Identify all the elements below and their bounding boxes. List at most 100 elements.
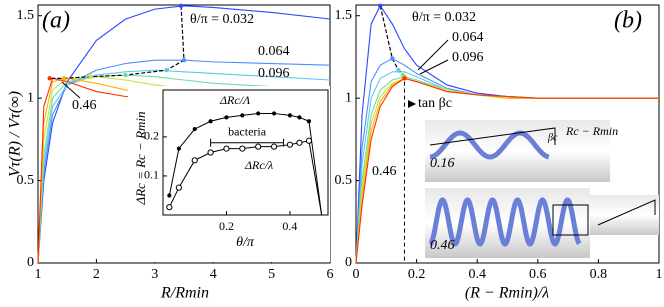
inset-marker [306,119,312,124]
annotation: 0.064 [258,44,290,59]
peak-dot [402,76,407,81]
curve [37,59,331,264]
inset-y-label: ΔRc = Rc − Rmin [133,111,148,205]
peak-dot [181,58,187,63]
x-tick-label: 0.2 [219,219,234,233]
annotation: 0.096 [452,50,484,65]
zoom-cone [597,199,656,226]
x-tick-label: 0.2 [408,267,426,282]
peak-dot [88,74,93,79]
curve [37,5,331,264]
bacteria-label: bacteria [228,124,267,138]
inset-marker [223,145,230,152]
inset-marker [224,115,229,120]
inset-marker [166,204,173,211]
leader [61,81,81,99]
curve [355,77,659,264]
y-tick-label: 0.5 [17,173,35,188]
image-bg [425,120,610,182]
helix-images: βc Rc − Rmin 0.16 0.46 [425,120,659,258]
axes-frame [162,89,329,216]
inset-marker [191,157,198,164]
series-label: ΔRc/λ [244,158,273,172]
x-axis-label: R/Rmin [160,285,209,302]
image-bg [590,195,659,235]
y-tick-label: 0 [345,255,352,270]
peak-dot [378,3,383,9]
peak-dot [178,3,184,9]
x-tick-label: 0.4 [282,219,297,233]
inset-x-label: θ/π [236,235,255,250]
series-label: ΔRc/Λ [219,93,251,107]
inset-marker [207,149,214,156]
x-tick-label: 6 [327,267,334,282]
y-tick-label: 0.5 [335,173,353,188]
inset-marker [256,111,261,116]
peak-dot [47,76,52,81]
inset-marker [167,193,172,198]
y-tick-label: 1 [27,90,34,105]
peak-dot [396,67,401,73]
annotation: θ/π = 0.032 [412,10,476,25]
panel-label: (b) [614,8,642,34]
helix [428,197,582,247]
x-tick-label: 0.4 [468,267,486,282]
x-axis-label: (R − Rmin)/λ [465,285,549,302]
zoom-box [552,204,589,236]
leader [417,39,449,71]
image-label: 0.46 [430,238,455,253]
y-tick-label: 0.2 [144,129,159,143]
inset-marker [255,143,262,150]
inset-marker [271,111,277,116]
x-tick-label: 1 [35,267,42,282]
annotation: 0.46 [372,164,397,179]
x-tick-label: 4 [210,267,217,282]
annotation: θ/π = 0.032 [190,12,254,27]
y-tick-label: 1 [345,90,352,105]
inset-marker [240,113,245,118]
inset-bg [128,86,330,262]
axes-frame [355,4,660,264]
inset-marker [270,143,278,150]
x-tick-label: 3 [151,267,158,282]
inset-marker [208,119,213,124]
inset-marker [297,115,302,120]
panel-label: (a) [42,8,70,34]
inset-marker [296,139,303,146]
inset-marker [287,113,293,118]
y-tick-label: 0 [27,255,34,270]
inset-marker [239,145,246,152]
arrow [408,100,416,108]
image-label: Rc − Rmin [565,124,618,138]
peak-dot [390,56,395,61]
image-label: βc [547,132,558,143]
inset-marker [176,146,181,151]
x-tick-label: 1 [656,267,663,282]
peak-dot [164,67,169,73]
x-tick-label: 0 [353,267,360,282]
leader [419,59,449,75]
curve [37,69,331,264]
x-tick-label: 5 [268,267,275,282]
inset-marker [305,137,313,144]
y-axis-label: Vτ(R) / Vτ(∞) [7,91,24,177]
x-tick-label: 2 [93,267,100,282]
helix [429,130,550,160]
cone [429,127,556,146]
image-label: 0.16 [430,156,455,171]
annotation: 0.064 [452,30,484,45]
annotation: tan βc [418,96,452,111]
x-tick-label: 0.8 [590,267,608,282]
y-tick-label: 1.5 [17,8,35,23]
y-tick-label: 0.1 [144,168,159,182]
inset-marker [286,141,294,148]
peak-dot [62,76,67,81]
inset-marker [192,126,197,132]
inset-marker [175,184,182,191]
peak-locus [379,5,406,79]
annotation: 0.46 [72,98,97,113]
annotation: 0.096 [258,66,290,81]
peak-dot [123,72,128,78]
